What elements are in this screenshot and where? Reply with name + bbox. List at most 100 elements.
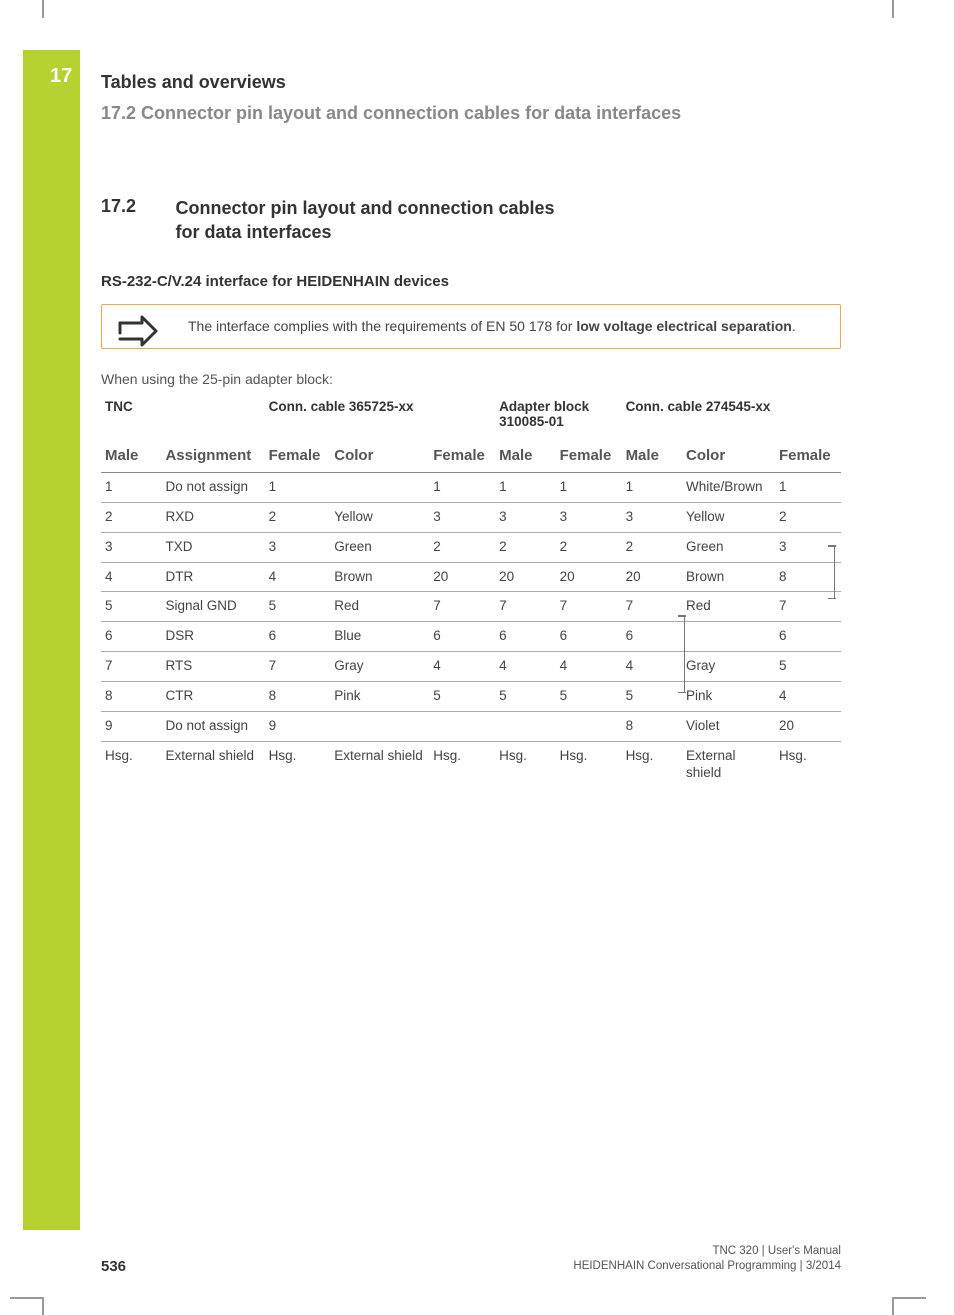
table-group-header-row: TNC Conn. cable 365725-xx Adapter block … [101, 393, 841, 445]
table-cell: 6 [265, 622, 331, 652]
crop-mark [10, 1297, 44, 1299]
table-cell: Yellow [682, 502, 775, 532]
table-cell: 1 [775, 472, 841, 502]
table-cell: 6 [429, 622, 495, 652]
table-cell: DSR [161, 622, 264, 652]
table-cell: 4 [429, 652, 495, 682]
header-title: Tables and overviews [101, 72, 681, 93]
table-cell: 2 [101, 502, 161, 532]
table-cell: 8 [101, 682, 161, 712]
table-cell: 2 [775, 502, 841, 532]
table-cell: 5 [556, 682, 622, 712]
table-cell: Hsg. [556, 741, 622, 787]
group-header: TNC [101, 393, 265, 445]
table-row: 2RXD2Yellow3333Yellow2 [101, 502, 841, 532]
arrow-icon [116, 315, 160, 353]
note-text: The interface complies with the requirem… [188, 318, 796, 334]
table-cell [556, 711, 622, 741]
table-row: 3TXD3Green2222Green3 [101, 532, 841, 562]
crop-mark [42, 0, 44, 18]
table-subheader-cell: Assignment [161, 445, 264, 472]
table-cell: Signal GND [161, 592, 264, 622]
table-cell: Pink [682, 682, 775, 712]
table-cell: CTR [161, 682, 264, 712]
crop-mark [892, 1297, 894, 1315]
table-cell: Hsg. [495, 741, 555, 787]
table-cell: 1 [556, 472, 622, 502]
crop-mark [892, 0, 894, 18]
table-cell: 20 [775, 711, 841, 741]
table-cell: 3 [556, 502, 622, 532]
table-cell: 1 [101, 472, 161, 502]
table-cell: Hsg. [622, 741, 682, 787]
footer-right: TNC 320 | User's Manual HEIDENHAIN Conve… [573, 1244, 841, 1275]
table-cell [330, 711, 429, 741]
table-cell: Green [682, 532, 775, 562]
table-cell: 5 [101, 592, 161, 622]
page-header: Tables and overviews 17.2 Connector pin … [101, 72, 681, 124]
table-subheader-cell: Female [556, 445, 622, 472]
table-cell: 1 [495, 472, 555, 502]
table-cell: 9 [265, 711, 331, 741]
table-cell: 4 [775, 682, 841, 712]
table-cell: External shield [330, 741, 429, 787]
intro-text: When using the 25-pin adapter block: [101, 371, 841, 387]
table-row: 8CTR8Pink5555Pink4 [101, 682, 841, 712]
table-cell: Red [330, 592, 429, 622]
pin-table: TNC Conn. cable 365725-xx Adapter block … [101, 393, 841, 787]
table-cell: Yellow [330, 502, 429, 532]
table-cell: 2 [495, 532, 555, 562]
footer-line1: TNC 320 | User's Manual [573, 1244, 841, 1260]
table-cell [429, 711, 495, 741]
table-cell: Red [682, 592, 775, 622]
table-cell: 6 [101, 622, 161, 652]
table-cell: 9 [101, 711, 161, 741]
table-subheader-cell: Male [101, 445, 161, 472]
table-cell: 7 [265, 652, 331, 682]
table-cell: 2 [622, 532, 682, 562]
table-cell: Do not assign [161, 472, 264, 502]
bracket-icon [827, 545, 835, 599]
table-cell: 3 [622, 502, 682, 532]
table-cell [330, 472, 429, 502]
table-cell: 1 [622, 472, 682, 502]
table-cell: 2 [556, 532, 622, 562]
table-cell: 5 [265, 592, 331, 622]
table-cell: 6 [556, 622, 622, 652]
table-cell: Hsg. [265, 741, 331, 787]
table-cell: 20 [495, 562, 555, 592]
table-cell: Do not assign [161, 711, 264, 741]
crop-mark [42, 1297, 44, 1315]
group-header: Conn. cable 274545-xx [622, 393, 841, 445]
table-cell: 6 [775, 622, 841, 652]
section-heading: 17.2 Connector pin layout and connection… [101, 196, 841, 245]
table-subheader-cell: Color [330, 445, 429, 472]
table-cell: Hsg. [101, 741, 161, 787]
chapter-number: 17 [50, 65, 72, 88]
table-row: 7RTS7Gray4444Gray5 [101, 652, 841, 682]
table-cell: 4 [622, 652, 682, 682]
table-subheader-cell: Color [682, 445, 775, 472]
table-cell: 5 [429, 682, 495, 712]
table-cell: Green [330, 532, 429, 562]
table-cell: 7 [556, 592, 622, 622]
table-cell: RXD [161, 502, 264, 532]
table-cell: Violet [682, 711, 775, 741]
table-cell: 20 [429, 562, 495, 592]
header-subtitle: 17.2 Connector pin layout and connection… [101, 103, 681, 124]
table-cell: Hsg. [775, 741, 841, 787]
table-cell [682, 622, 775, 652]
table-subheader-row: MaleAssignmentFemaleColorFemaleMaleFemal… [101, 445, 841, 472]
table-cell: White/Brown [682, 472, 775, 502]
table-cell: 3 [265, 532, 331, 562]
table-cell: 3 [495, 502, 555, 532]
table-cell: 7 [101, 652, 161, 682]
table-cell: 7 [622, 592, 682, 622]
note-text-bold: low voltage electrical separation [576, 318, 792, 334]
table-cell: 5 [775, 652, 841, 682]
note-text-post: . [792, 318, 796, 334]
page-number: 536 [101, 1258, 126, 1275]
table-row: 5Signal GND5Red7777Red7 [101, 592, 841, 622]
table-cell: Blue [330, 622, 429, 652]
table-row: 1Do not assign11111White/Brown1 [101, 472, 841, 502]
